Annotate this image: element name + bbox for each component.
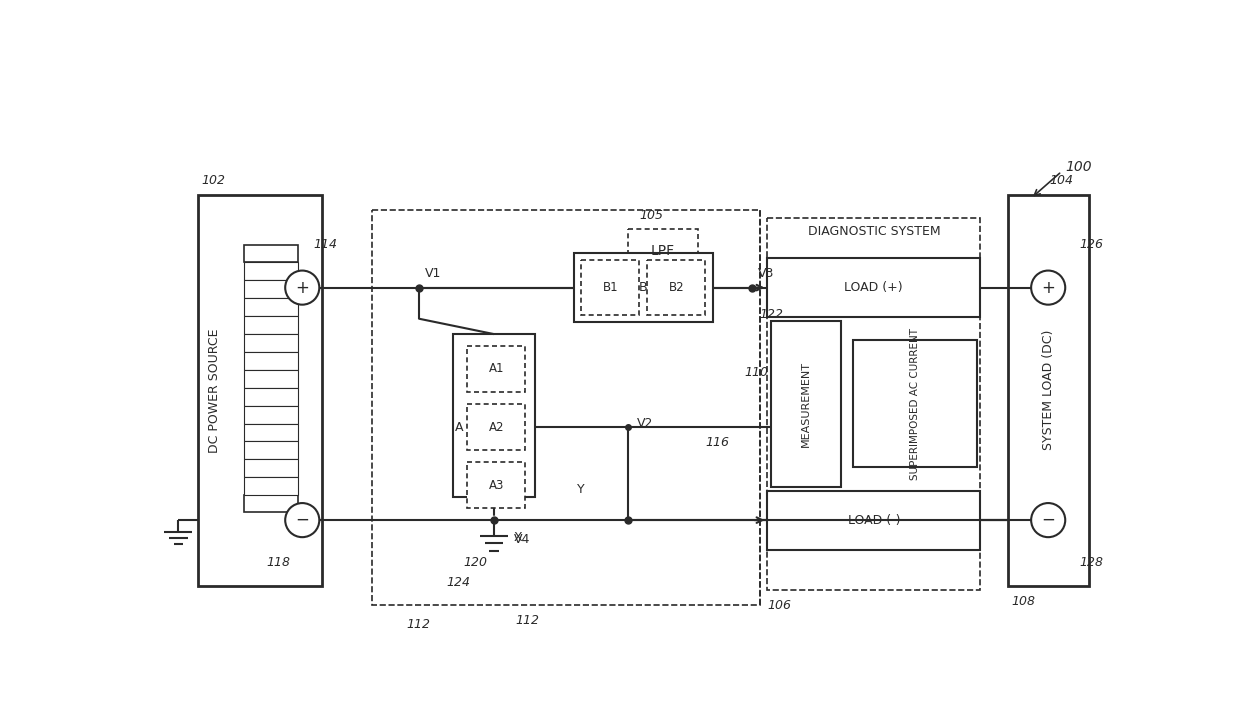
Text: 100: 100 [1065, 161, 1092, 174]
Text: B2: B2 [668, 281, 684, 294]
Circle shape [1032, 270, 1065, 304]
Text: A2: A2 [489, 421, 505, 434]
Text: 114: 114 [314, 239, 337, 252]
Bar [244, 245, 299, 262]
Bar [244, 352, 299, 369]
Text: Y: Y [578, 483, 585, 495]
Text: V1: V1 [424, 268, 441, 281]
Text: 102: 102 [201, 174, 226, 187]
Text: 124: 124 [446, 576, 471, 589]
Bar [244, 280, 299, 298]
Bar [454, 334, 534, 497]
Text: SUPERIMPOSED AC CURRENT: SUPERIMPOSED AC CURRENT [909, 328, 920, 480]
Bar [244, 334, 299, 352]
Text: LOAD (-): LOAD (-) [848, 513, 900, 526]
Text: 112: 112 [407, 618, 430, 631]
Text: 116: 116 [706, 436, 729, 449]
Text: V2: V2 [637, 416, 653, 429]
Bar [244, 424, 299, 442]
Text: +: + [1042, 278, 1055, 296]
Text: A1: A1 [489, 362, 505, 375]
Text: 126: 126 [1079, 239, 1104, 252]
Text: V4: V4 [513, 533, 529, 546]
Text: DIAGNOSTIC SYSTEM: DIAGNOSTIC SYSTEM [807, 226, 940, 239]
Bar [627, 229, 697, 272]
Text: −: − [1042, 511, 1055, 529]
Text: X: X [513, 531, 522, 544]
Bar [467, 404, 526, 450]
Text: A: A [455, 421, 464, 434]
Bar [771, 321, 841, 487]
Bar [768, 258, 981, 317]
Bar [467, 462, 526, 508]
Text: 110: 110 [744, 367, 768, 380]
Bar [244, 459, 299, 477]
Circle shape [285, 270, 320, 304]
Bar [573, 253, 713, 322]
Bar [1007, 194, 1089, 586]
Text: +: + [295, 278, 309, 296]
Text: 118: 118 [267, 556, 290, 569]
Text: A3: A3 [489, 479, 505, 492]
Bar [467, 346, 526, 393]
Bar [244, 477, 299, 495]
Bar [244, 388, 299, 406]
Bar [582, 260, 640, 315]
Text: 122: 122 [759, 308, 784, 321]
Text: 112: 112 [515, 615, 539, 628]
Text: LOAD (+): LOAD (+) [844, 281, 903, 294]
Bar [244, 316, 299, 334]
Bar [244, 298, 299, 316]
Bar [244, 495, 299, 513]
Circle shape [1032, 503, 1065, 537]
Bar [244, 262, 299, 280]
Bar [197, 194, 321, 586]
Text: 120: 120 [463, 556, 487, 569]
Text: MEASUREMENT: MEASUREMENT [801, 361, 811, 447]
Bar [853, 341, 977, 467]
Text: 108: 108 [1012, 595, 1035, 608]
Bar [768, 218, 981, 590]
Text: LPF: LPF [651, 244, 675, 258]
Bar [244, 406, 299, 424]
Bar [372, 210, 759, 605]
Text: SYSTEM LOAD (DC): SYSTEM LOAD (DC) [1042, 330, 1055, 450]
Bar [768, 491, 981, 549]
Text: DC POWER SOURCE: DC POWER SOURCE [208, 328, 221, 453]
Text: 106: 106 [768, 599, 791, 612]
Text: V3: V3 [758, 268, 774, 281]
Text: 105: 105 [640, 209, 663, 222]
Bar [244, 442, 299, 459]
Bar [244, 369, 299, 388]
Text: 128: 128 [1079, 556, 1104, 569]
Text: −: − [295, 511, 309, 529]
Bar [647, 260, 706, 315]
Circle shape [285, 503, 320, 537]
Text: B: B [639, 281, 647, 294]
Text: 104: 104 [1049, 174, 1074, 187]
Text: B1: B1 [603, 281, 618, 294]
